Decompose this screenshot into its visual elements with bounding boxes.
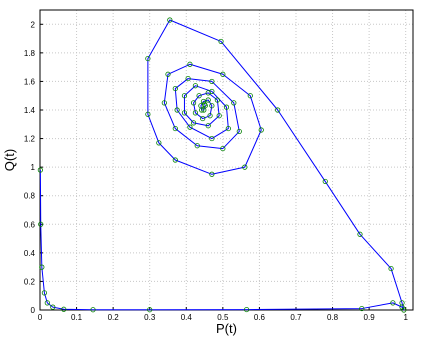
y-tick-label: 0.2	[24, 277, 36, 286]
x-tick-label: 0.8	[327, 313, 339, 322]
y-tick-label: 2	[31, 20, 36, 29]
y-tick-label: 0.4	[24, 249, 36, 258]
x-tick-label: 0	[38, 313, 43, 322]
x-tick-label: 1	[403, 313, 408, 322]
y-tick-label: 0	[31, 306, 36, 315]
y-tick-label: 1.6	[24, 77, 36, 86]
x-tick-label: 0.2	[108, 313, 120, 322]
y-tick-label: 1	[31, 163, 36, 172]
y-axis-label: Q(t)	[2, 149, 17, 171]
x-tick-label: 0.1	[71, 313, 83, 322]
x-tick-label: 0.3	[144, 313, 156, 322]
x-tick-label: 0.6	[254, 313, 266, 322]
y-tick-label: 0.8	[24, 192, 36, 201]
x-tick-label: 0.4	[181, 313, 193, 322]
y-tick-label: 0.6	[24, 220, 36, 229]
y-tick-label: 1.8	[24, 49, 36, 58]
x-tick-label: 0.9	[364, 313, 376, 322]
y-tick-label: 1.2	[24, 135, 36, 144]
y-tick-label: 1.4	[24, 106, 36, 115]
x-tick-label: 0.7	[290, 313, 302, 322]
x-axis-label: P(t)	[216, 321, 237, 336]
